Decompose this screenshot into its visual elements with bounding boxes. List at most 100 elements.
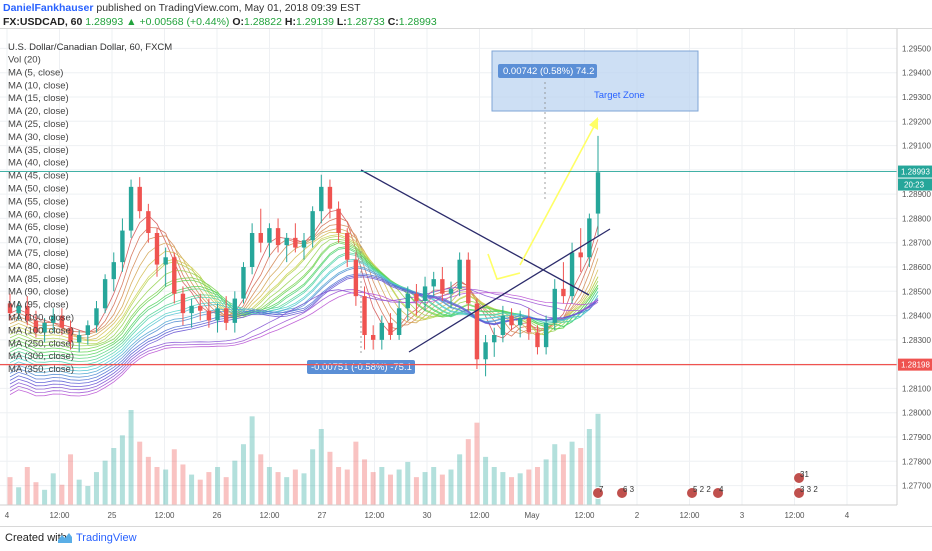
volume-bar — [500, 472, 506, 505]
volume-bar — [119, 435, 125, 505]
ma-line — [9, 286, 599, 391]
legend-item: MA (95, close) — [8, 300, 69, 311]
triangle-upper-trendline[interactable] — [360, 169, 590, 296]
time-tick-label: 12:00 — [49, 511, 70, 520]
open-label: O: — [232, 16, 244, 28]
candle-down — [59, 315, 65, 328]
ma-line — [9, 240, 599, 350]
moving-averages — [9, 209, 599, 397]
candle-up — [102, 279, 108, 309]
candle-down — [336, 208, 341, 233]
price-axis[interactable]: 1.295001.294001.293001.292001.291001.290… — [896, 29, 931, 505]
volume-bar — [543, 459, 549, 505]
price-tick-label: 1.27800 — [902, 457, 931, 466]
candle-down — [414, 293, 419, 301]
target-zone-box[interactable] — [491, 50, 699, 112]
volume-bar — [292, 469, 298, 505]
volume-bar — [284, 477, 290, 505]
candle-up — [51, 315, 56, 323]
volume-bar — [439, 474, 445, 505]
candle-down — [474, 303, 480, 360]
volume-bar — [137, 441, 143, 505]
volume-bar — [68, 454, 74, 505]
event-flag-icon — [793, 487, 805, 499]
candle-up — [543, 322, 549, 348]
measure-up-label-bg — [498, 64, 597, 78]
target-zone[interactable]: 0.00742 (0.58%) 74.2 Target Zone — [491, 50, 699, 112]
candle-up — [301, 240, 307, 248]
event-flag-icon — [616, 487, 628, 499]
candle-up — [595, 172, 601, 214]
time-axis[interactable]: 4 12:00 25 12:00 26 12:00 27 12:00 30 12:00 May 12:… — [0, 504, 897, 520]
legend-title[interactable]: U.S. Dollar/Canadian Dollar, 60, FXCM — [8, 42, 172, 53]
event-count: 6 3 — [623, 485, 635, 494]
ma-line — [9, 273, 599, 381]
volume-bar — [310, 449, 316, 505]
volume-bar — [387, 474, 393, 505]
target-zone-label: Target Zone — [594, 90, 645, 101]
volume-bar — [483, 456, 489, 505]
chart-footer: Created with TradingView — [0, 526, 932, 551]
candle-down — [466, 259, 471, 304]
price-tick-label: 1.28000 — [902, 409, 931, 418]
legend-item: MA (85, close) — [8, 274, 69, 285]
volume-bar — [215, 467, 221, 505]
price-tick-label: 1.28500 — [902, 287, 931, 296]
volume-bar — [7, 477, 13, 505]
volume-bar — [85, 486, 91, 505]
price-chart[interactable]: 0.00742 (0.58%) 74.2 Target Zone -0.0075… — [0, 29, 932, 525]
symbol-name[interactable]: FX:USDCAD, 60 — [3, 16, 83, 28]
legend-item: MA (60, close) — [8, 209, 69, 220]
tradingview-brand-link[interactable]: TradingView — [76, 532, 137, 544]
volume-bar — [318, 429, 324, 505]
legend-item: MA (25, close) — [8, 119, 69, 130]
candle-up — [500, 315, 506, 335]
economic-events[interactable]: 7 6 3 5 2 2 4 31 3 3 2 — [592, 470, 819, 499]
volume-bar — [569, 441, 575, 505]
candle-up — [457, 259, 462, 289]
candle-down — [7, 303, 13, 314]
price-tick-label: 1.29500 — [902, 44, 931, 53]
time-tick-label: 12:00 — [469, 511, 490, 520]
price-tick-label: 1.28700 — [902, 239, 931, 248]
time-tick-label: 25 — [108, 511, 117, 520]
volume-bar — [16, 487, 22, 505]
volume-bar — [189, 474, 195, 505]
candle-down — [146, 211, 151, 233]
volume-bar — [336, 467, 342, 505]
high-label: H: — [284, 16, 296, 28]
triangle-lower-trendline[interactable] — [408, 228, 611, 353]
author-link[interactable]: DanielFankhauser — [3, 2, 94, 14]
volume-bar — [509, 477, 515, 505]
time-tick-label: 26 — [213, 511, 222, 520]
candle-down — [206, 310, 212, 321]
chart-header: DanielFankhauser published on TradingVie… — [0, 0, 932, 29]
drawings[interactable]: -0.00751 (-0.58%) -75.1 — [307, 82, 611, 374]
price-tick-label: 1.28800 — [902, 214, 931, 223]
candle-up — [448, 288, 454, 294]
price-tick-label: 1.27900 — [902, 433, 931, 442]
event-flag-icon — [686, 487, 698, 499]
volume-bar — [33, 482, 39, 505]
ma-line — [9, 267, 599, 378]
volume-bar — [24, 467, 30, 505]
projection-arrow-small[interactable] — [487, 253, 521, 280]
close-label: C: — [387, 16, 399, 28]
candle-down — [275, 228, 281, 246]
price-tick-label: 1.27700 — [902, 482, 931, 491]
candle-up — [517, 318, 523, 326]
price-tick-label: 1.28600 — [902, 263, 931, 272]
support-price-tag: 1.28198 — [901, 361, 930, 370]
volume-bar — [42, 489, 48, 505]
tradingview-logo-icon[interactable] — [57, 531, 73, 545]
candle-down — [509, 315, 514, 326]
candle-up — [128, 186, 134, 231]
legend-item: MA (75, close) — [8, 248, 69, 259]
projection-arrow-main[interactable] — [519, 118, 599, 266]
volume-bar — [422, 472, 428, 505]
volume-bar — [240, 444, 246, 505]
volume-bar — [258, 454, 264, 505]
volume-bar — [93, 472, 99, 505]
volume-bar — [405, 461, 411, 505]
volume-bar — [396, 469, 402, 505]
